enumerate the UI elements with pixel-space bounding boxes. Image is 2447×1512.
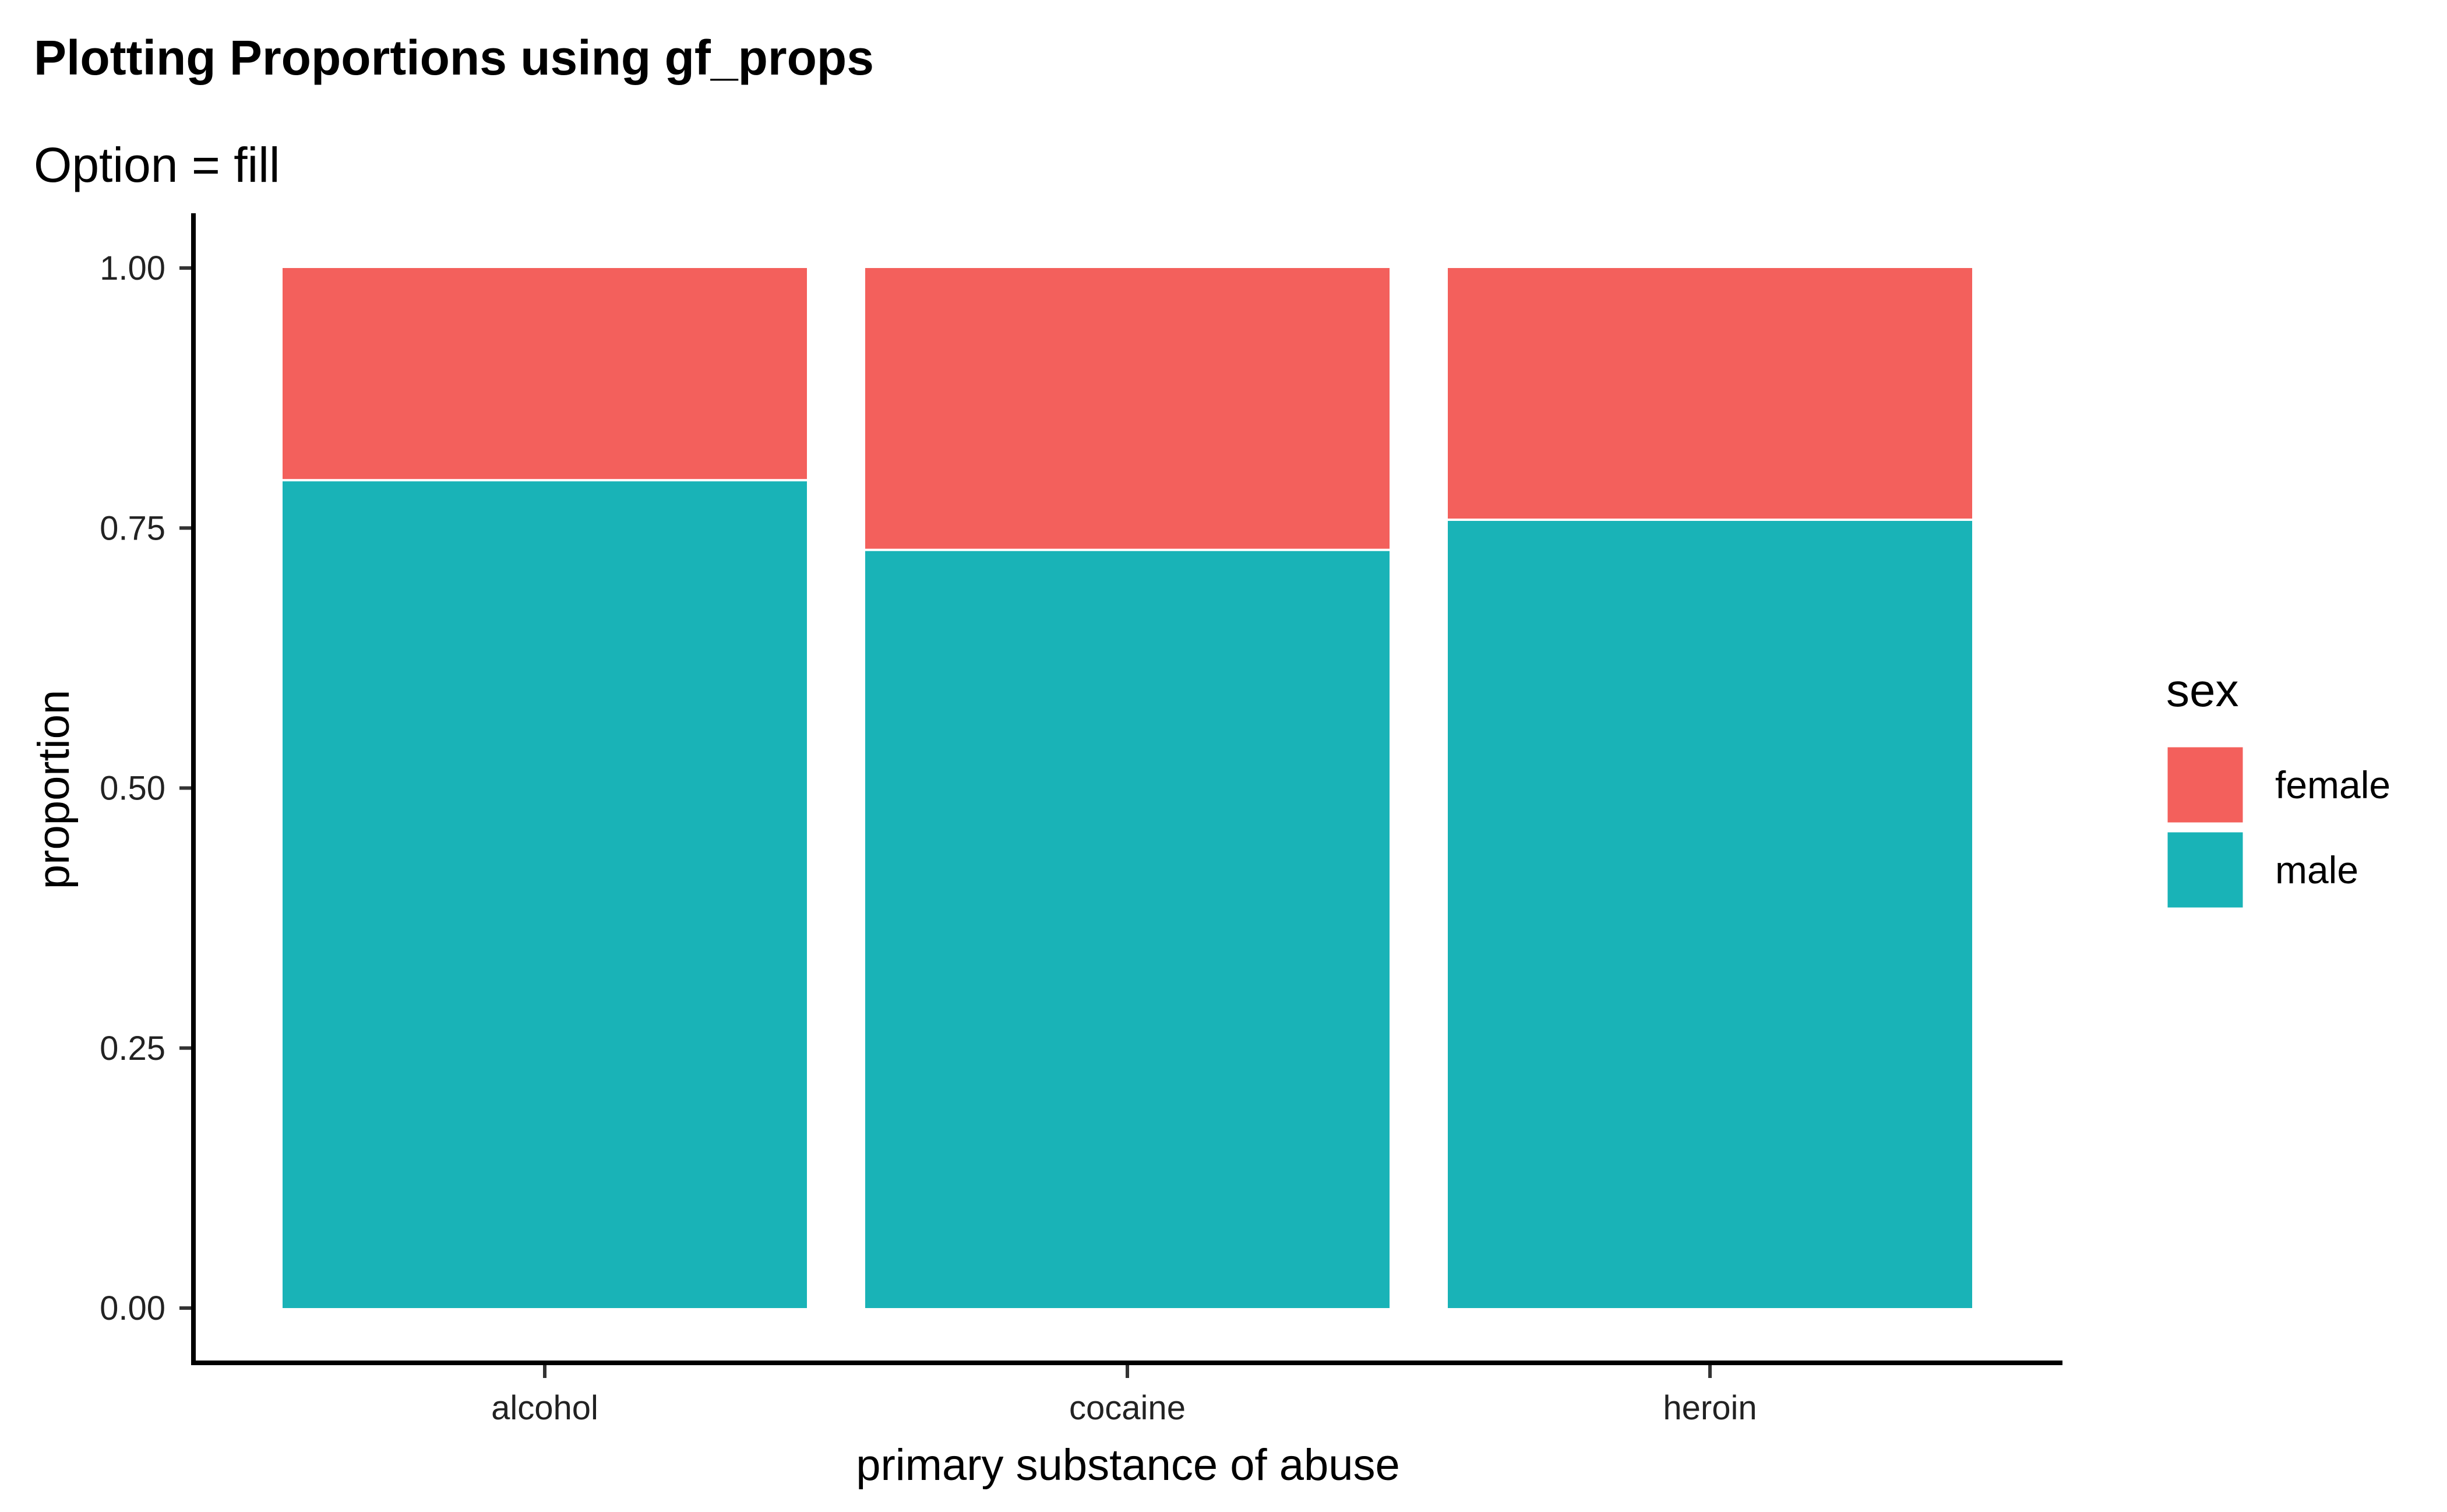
y-tick-label: 0.00 [100, 1289, 165, 1327]
y-tick-label: 0.75 [100, 509, 165, 547]
legend: sex female male [2164, 664, 2390, 911]
legend-label-male: male [2275, 848, 2358, 891]
bar-heroin-male [1448, 519, 1972, 1308]
bar-heroin-female [1448, 268, 1972, 520]
y-axis-ticks: 0.00 0.25 0.50 0.75 1.00 [100, 249, 193, 1327]
y-tick-label: 1.00 [100, 249, 165, 287]
bar-cocaine-male [865, 549, 1390, 1308]
y-axis-title: proportion [29, 690, 79, 889]
x-tick-label-cocaine: cocaine [1069, 1389, 1186, 1427]
legend-swatch-border [2164, 829, 2246, 911]
bars-group [283, 268, 1972, 1308]
chart-title: Plotting Proportions using gf_props [34, 30, 874, 85]
x-axis-ticks: alcohol cocaine heroin [491, 1363, 1757, 1427]
bar-cocaine-female [865, 268, 1390, 550]
chart-subtitle: Option = fill [34, 138, 280, 192]
legend-swatch-male [2166, 831, 2244, 909]
bar-alcohol-female [283, 268, 807, 481]
y-tick-label: 0.50 [100, 770, 165, 808]
y-tick-label: 0.25 [100, 1030, 165, 1067]
x-axis-title: primary substance of abuse [856, 1440, 1400, 1490]
bar-alcohol-male [283, 480, 807, 1308]
legend-swatch-border [2164, 744, 2246, 826]
legend-title: sex [2166, 664, 2239, 716]
x-tick-label-heroin: heroin [1663, 1389, 1757, 1427]
legend-label-female: female [2275, 763, 2390, 806]
legend-entries: female male [2164, 744, 2390, 911]
legend-swatch-female [2166, 746, 2244, 824]
x-tick-label-alcohol: alcohol [491, 1389, 598, 1427]
